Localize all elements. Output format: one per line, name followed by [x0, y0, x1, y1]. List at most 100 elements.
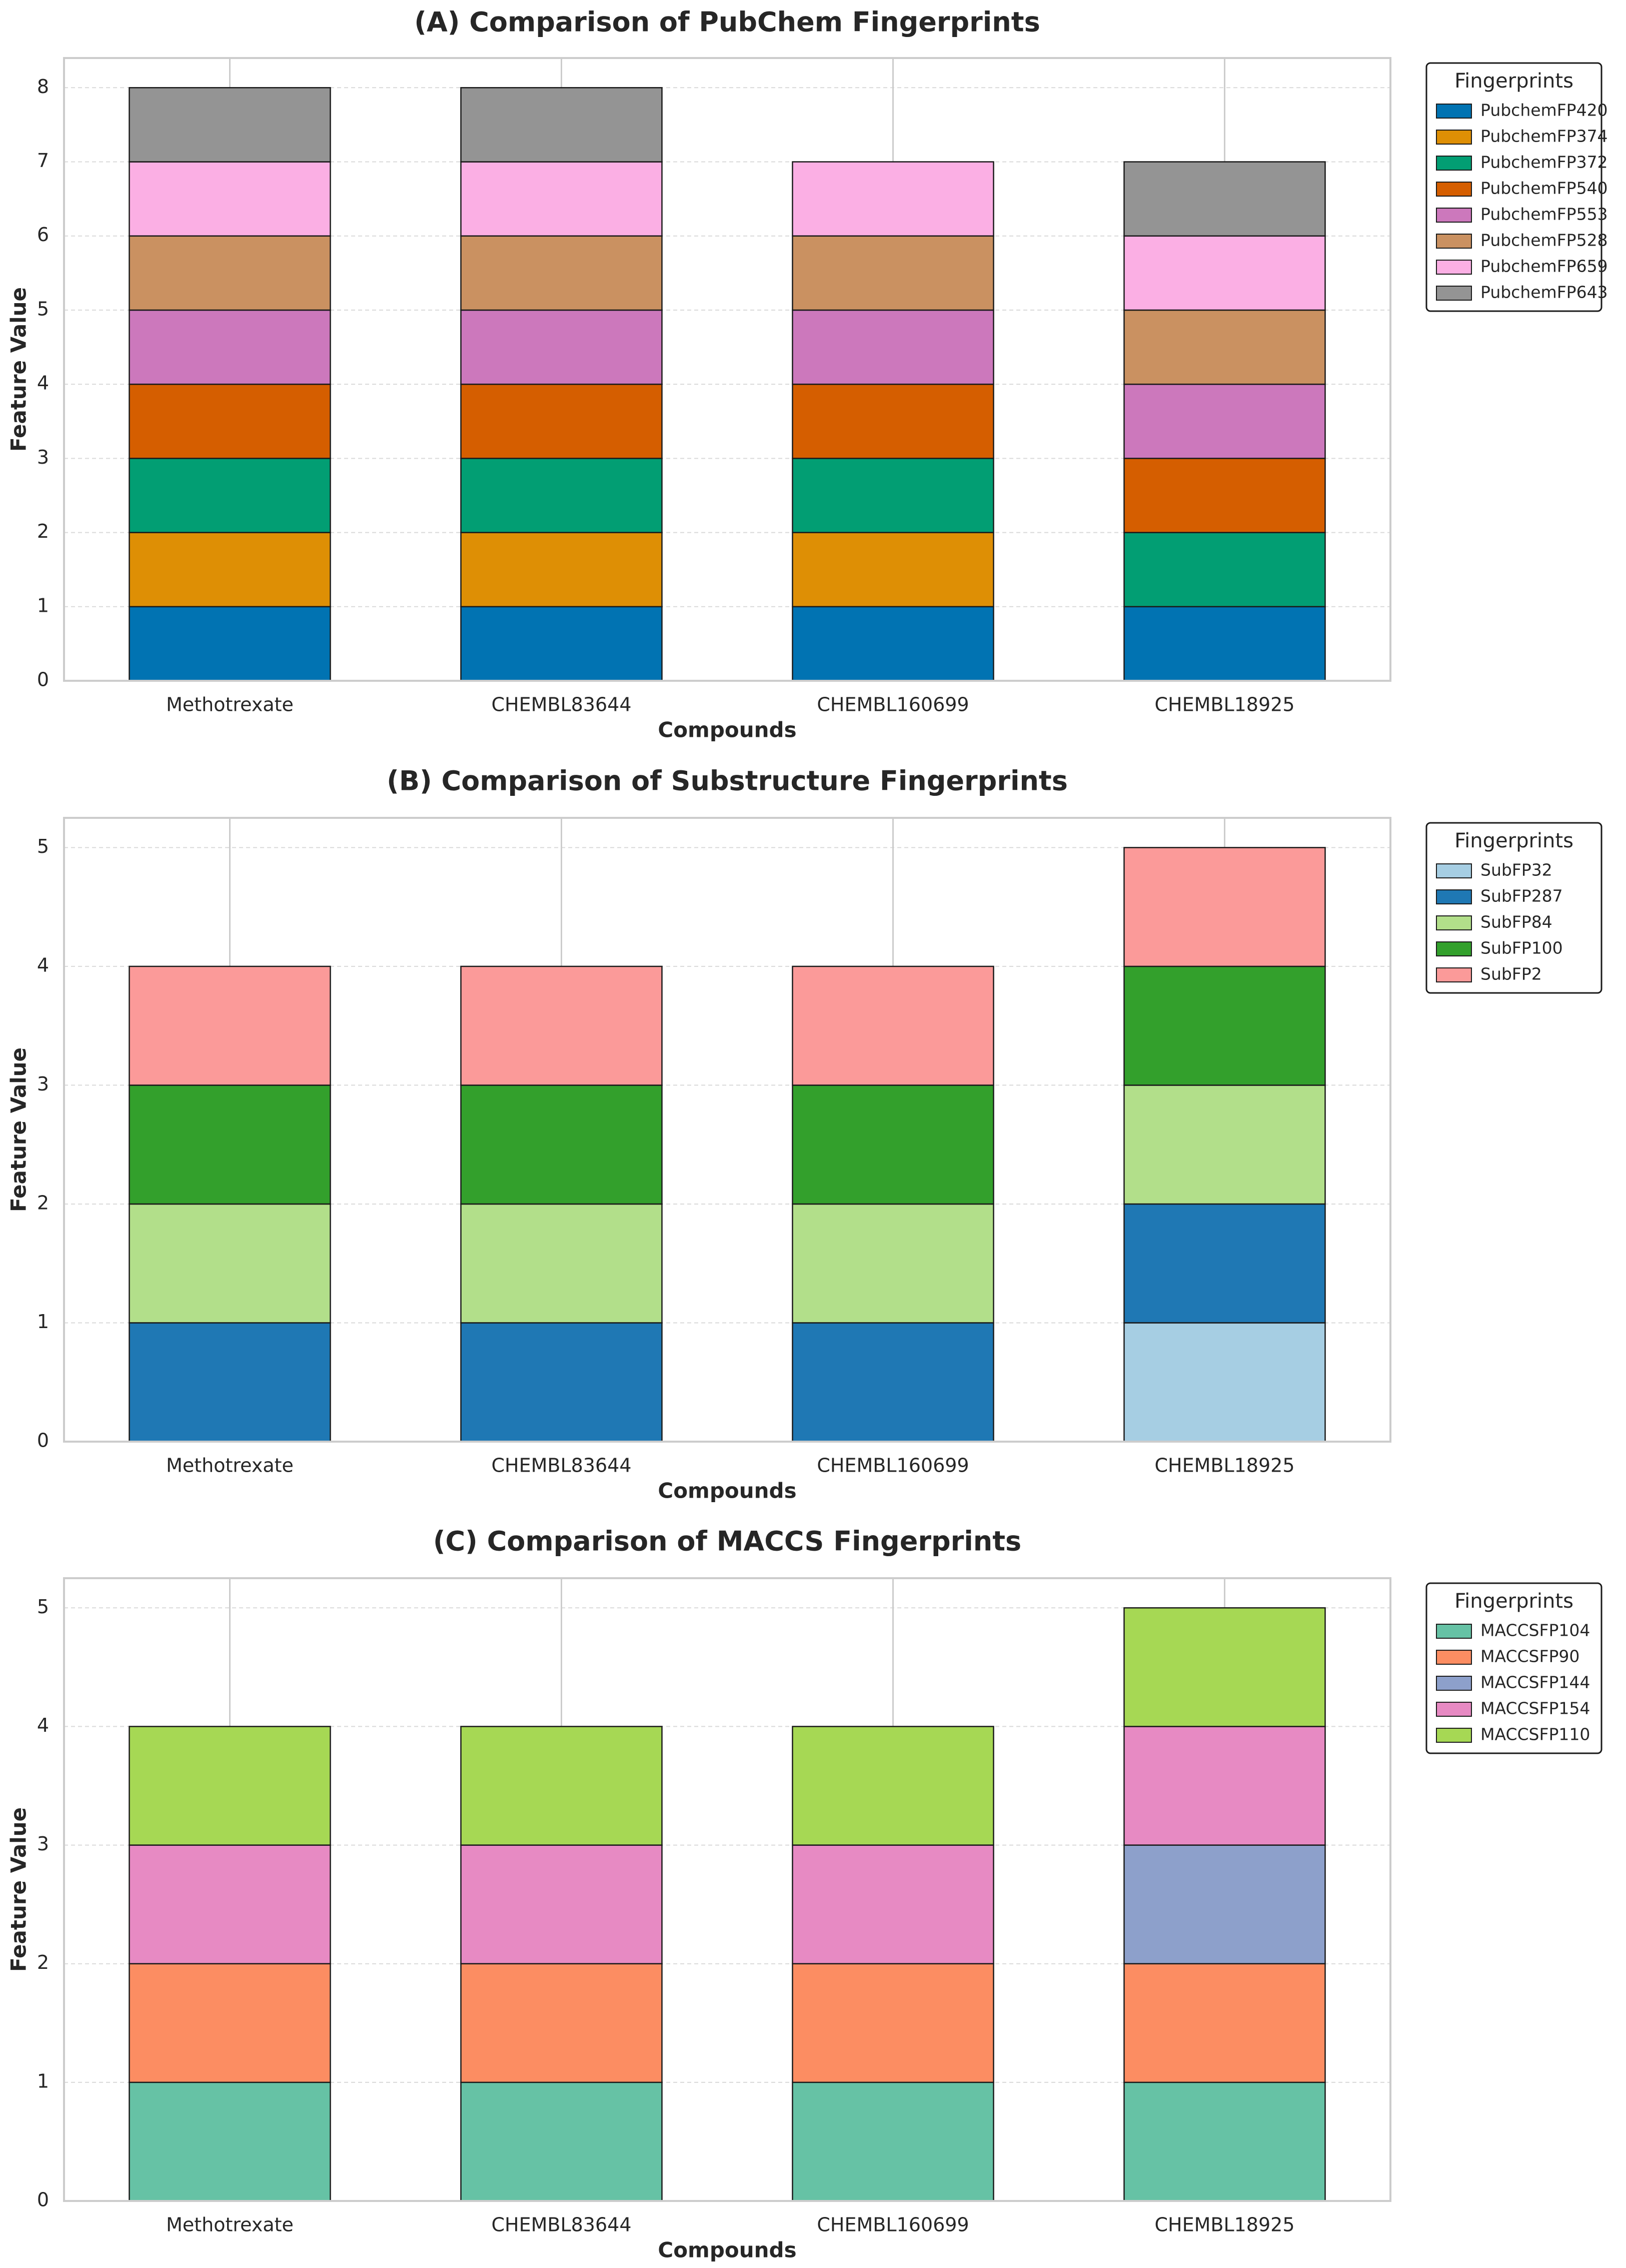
legend: Fingerprints SubFP32 SubFP287 SubFP84 SubFP1… [1425, 822, 1602, 994]
bar-subfp100-methotrexate [129, 1084, 331, 1205]
plot-area-frame [63, 57, 1391, 682]
bar-pubchemfp374-chembl160699 [792, 532, 994, 608]
bar-subfp287-chembl160699 [792, 1322, 994, 1443]
legend-label-subfp100: SubFP100 [1480, 938, 1563, 958]
legend-label-pubchemfp643: PubchemFP643 [1480, 283, 1608, 302]
x-tick-label: CHEMBL18925 [1154, 1455, 1294, 1477]
legend-swatch-maccsfp90 [1436, 1650, 1472, 1665]
legend-swatch-subfp32 [1436, 863, 1472, 878]
legend-swatch-maccsfp104 [1436, 1624, 1472, 1639]
bar-pubchemfp374-chembl83644 [460, 532, 663, 608]
bar-subfp84-chembl160699 [792, 1203, 994, 1324]
bar-subfp84-chembl83644 [460, 1203, 663, 1324]
bar-pubchemfp528-chembl83644 [460, 235, 663, 311]
x-tick-label: CHEMBL160699 [817, 694, 969, 716]
bar-subfp287-chembl18925 [1123, 1203, 1326, 1324]
bar-maccsfp104-chembl83644 [460, 2081, 663, 2202]
bar-pubchemfp659-methotrexate [129, 161, 331, 237]
x-axis-label: Compounds [658, 718, 796, 742]
bar-maccsfp104-methotrexate [129, 2081, 331, 2202]
legend-label-maccsfp144: MACCSFP144 [1480, 1673, 1590, 1692]
bar-pubchemfp553-chembl18925 [1123, 383, 1326, 459]
legend-label-pubchemfp553: PubchemFP553 [1480, 205, 1608, 224]
bar-pubchemfp372-chembl160699 [792, 458, 994, 533]
legend-swatch-pubchemfp659 [1436, 260, 1472, 275]
legend-title: Fingerprints [1454, 70, 1573, 93]
bar-maccsfp90-methotrexate [129, 1963, 331, 2083]
bar-maccsfp154-chembl18925 [1123, 1726, 1326, 1846]
y-tick-label: 1 [37, 594, 49, 616]
legend-label-maccsfp90: MACCSFP90 [1480, 1647, 1579, 1666]
legend: Fingerprints MACCSFP104 MACCSFP90 MACCSFP14… [1425, 1582, 1602, 1754]
legend-label-subfp84: SubFP84 [1480, 912, 1552, 932]
legend-swatch-pubchemfp528 [1436, 234, 1472, 249]
bar-pubchemfp420-chembl160699 [792, 606, 994, 682]
bar-subfp2-chembl160699 [792, 965, 994, 1086]
bar-subfp100-chembl18925 [1123, 965, 1326, 1086]
bar-maccsfp104-chembl18925 [1123, 2081, 1326, 2202]
legend-title: Fingerprints [1454, 829, 1573, 852]
legend-swatch-pubchemfp420 [1436, 104, 1472, 119]
bar-subfp2-methotrexate [129, 965, 331, 1086]
bar-pubchemfp540-chembl160699 [792, 383, 994, 459]
bar-maccsfp154-methotrexate [129, 1844, 331, 1964]
bar-subfp84-methotrexate [129, 1203, 331, 1324]
legend-label-pubchemfp420: PubchemFP420 [1480, 101, 1608, 120]
bar-pubchemfp420-chembl18925 [1123, 606, 1326, 682]
x-tick-label: CHEMBL18925 [1154, 2214, 1294, 2236]
chart-panel-2: (B) Comparison of Substructure Fingerpri… [7, 765, 1602, 1503]
y-tick-label: 5 [37, 298, 49, 320]
y-tick-label: 6 [37, 224, 49, 246]
bar-subfp2-chembl18925 [1123, 847, 1326, 967]
y-axis-label: Feature Value [7, 1807, 31, 1972]
y-tick-label: 0 [37, 2189, 49, 2211]
bar-maccsfp104-chembl160699 [792, 2081, 994, 2202]
plot-area-frame [63, 1577, 1391, 2202]
bar-subfp100-chembl160699 [792, 1084, 994, 1205]
x-tick-label: CHEMBL18925 [1154, 694, 1294, 716]
bar-pubchemfp659-chembl83644 [460, 161, 663, 237]
legend-label-pubchemfp372: PubchemFP372 [1480, 153, 1608, 172]
y-tick-label: 5 [37, 1596, 49, 1618]
bar-pubchemfp374-methotrexate [129, 532, 331, 608]
legend-label-maccsfp154: MACCSFP154 [1480, 1699, 1590, 1718]
bar-maccsfp154-chembl160699 [792, 1844, 994, 1964]
y-tick-label: 4 [37, 1714, 49, 1736]
bar-pubchemfp528-chembl160699 [792, 235, 994, 311]
x-tick-label: Methotrexate [166, 694, 294, 716]
legend-label-maccsfp110: MACCSFP110 [1480, 1725, 1590, 1744]
legend-swatch-subfp84 [1436, 915, 1472, 930]
bar-pubchemfp643-chembl18925 [1123, 161, 1326, 237]
bar-pubchemfp540-chembl83644 [460, 383, 663, 459]
x-tick-label: CHEMBL83644 [491, 694, 631, 716]
legend-box [1425, 62, 1602, 312]
bar-pubchemfp553-chembl160699 [792, 309, 994, 385]
y-tick-label: 8 [37, 76, 49, 98]
bar-pubchemfp540-chembl18925 [1123, 458, 1326, 533]
bar-pubchemfp643-chembl83644 [460, 87, 663, 163]
bar-pubchemfp540-methotrexate [129, 383, 331, 459]
y-axis-label: Feature Value [7, 287, 31, 452]
y-tick-label: 0 [37, 1430, 49, 1452]
y-tick-label: 1 [37, 2070, 49, 2092]
bar-pubchemfp553-chembl83644 [460, 309, 663, 385]
bar-pubchemfp659-chembl18925 [1123, 235, 1326, 311]
y-tick-label: 2 [37, 1192, 49, 1214]
bar-maccsfp110-chembl160699 [792, 1726, 994, 1846]
bar-maccsfp90-chembl160699 [792, 1963, 994, 2083]
bar-maccsfp144-chembl18925 [1123, 1844, 1326, 1964]
chart-panel-1: (A) Comparison of PubChem Fingerprints 0 1… [7, 7, 1608, 742]
chart-title: (B) Comparison of Substructure Fingerpri… [387, 765, 1068, 797]
x-tick-label: CHEMBL83644 [491, 1455, 631, 1477]
y-tick-label: 1 [37, 1311, 49, 1333]
bar-maccsfp110-chembl18925 [1123, 1607, 1326, 1727]
legend-swatch-subfp2 [1436, 967, 1472, 982]
legend-swatch-maccsfp110 [1436, 1728, 1472, 1743]
legend-label-maccsfp104: MACCSFP104 [1480, 1621, 1590, 1640]
legend-label-subfp2: SubFP2 [1480, 964, 1542, 984]
plot-area-frame [63, 817, 1391, 1443]
x-tick-label: CHEMBL83644 [491, 2214, 631, 2236]
x-tick-label: Methotrexate [166, 1455, 294, 1477]
bar-maccsfp90-chembl83644 [460, 1963, 663, 2083]
